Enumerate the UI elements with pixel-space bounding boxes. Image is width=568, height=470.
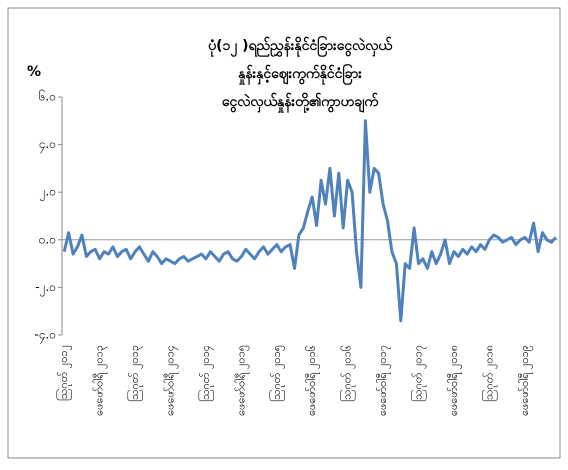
x-tick-label: ဩဂုတ် ၂၀၁၈ (481, 345, 497, 402)
x-tick-label: ဖေဖော်ဝါရီ ၂၀၁၃ (93, 345, 108, 416)
x-tick-label: ဩဂုတ် ၂၀၁၄ (198, 345, 214, 402)
y-tick-label: -၄.၀ (34, 328, 56, 345)
x-tick-label: ဖေဖော်ဝါရီ ၂၀၁၉ (518, 345, 533, 416)
chart-title: နှုန်းနှင့်ဈေးကွက်နိုင်ငံခြား (238, 64, 362, 85)
x-tick-label: ဩဂုတ် ၂၀၁၃ (127, 345, 143, 402)
y-tick-label: -၂.၀ (35, 280, 56, 297)
x-tick-label: ဖေဖော်ဝါရီ ၂၀၁၅ (234, 345, 249, 416)
chart-border (7, 7, 561, 459)
data-line (62, 119, 557, 323)
chart-title: ပုံ(၁၂ )ရည်ညွှန်းနိုင်ငံခြားငွေလဲလှယ် (208, 36, 393, 57)
x-tick-label: ဖေဖော်ဝါရီ ၂၀၁၈ (447, 345, 462, 416)
x-tick-label: ဩဂုတ် ၂၀၁၅ (269, 345, 285, 402)
y-tick-label: ၀.၀ (39, 232, 56, 246)
x-tick-label: ဩဂုတ် ၂၀၁၂ (56, 345, 72, 401)
x-tick-label: ဩဂုတ် ၂၀၁၇ (411, 345, 427, 402)
x-tick-label: ဖေဖော်ဝါရီ ၂၀၁၄ (164, 345, 179, 416)
y-axis-label: % (27, 64, 41, 80)
y-tick-label: ၄.၀ (39, 137, 56, 154)
y-tick-label: ၂.၀ (40, 185, 56, 202)
x-tick-label: ဩဂုတ် ၂၀၁၆ (340, 345, 356, 402)
chart-title: ငွေလဲလှယ်နှုန်းတို့၏ကွာဟချက် (222, 93, 380, 113)
y-tick-label: ၆.၀ (39, 89, 56, 104)
x-tick-label: ဖေဖော်ဝါရီ ၂၀၁၇ (376, 345, 391, 416)
x-tick-label: ဖေဖော်ဝါရီ ၂၀၁၆ (305, 345, 320, 416)
